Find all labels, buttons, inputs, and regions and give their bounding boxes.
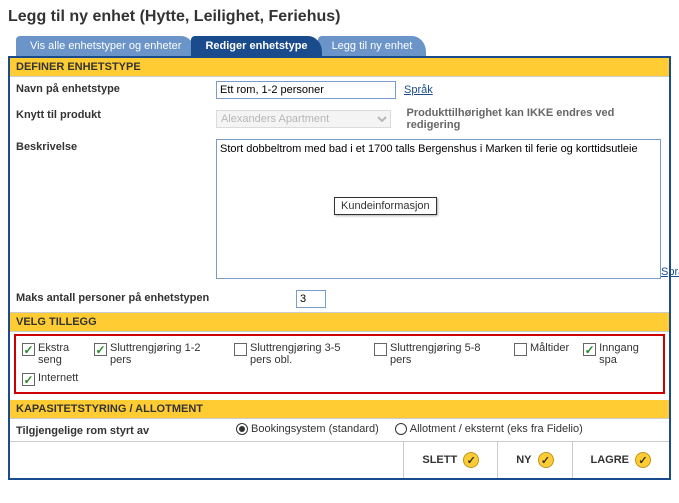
new-button[interactable]: NY ✓ [497,442,571,478]
delete-button[interactable]: SLETT ✓ [403,442,497,478]
description-textarea[interactable] [216,139,661,279]
name-label: Navn på enhetstype [16,81,216,95]
main-panel: DEFINER ENHETSTYPE Navn på enhetstype Sp… [8,56,671,480]
addon-label: Internett [38,372,78,384]
radio-label: Bookingsystem (standard) [251,423,379,435]
section-addons-header: VELG TILLEGG [10,313,669,332]
radio-icon [395,423,407,435]
addon-cleaning-5-8[interactable]: Sluttrengjøring 5-8 pers [374,342,500,366]
addon-checkbox[interactable] [514,343,527,356]
row-description: Beskrivelse Kundeinformasjon Språk [10,135,669,286]
name-language-link[interactable]: Språk [404,84,433,96]
tab-add-unit[interactable]: Legg til ny enhet [318,36,427,56]
radio-booking-system[interactable]: Bookingsystem (standard) [236,423,379,435]
tab-all-units[interactable]: Vis alle enhetstyper og enheter [16,36,195,56]
button-bar: SLETT ✓ NY ✓ LAGRE ✓ [10,441,669,478]
radio-label: Allotment / eksternt (eks fra Fidelio) [410,423,583,435]
tab-bar: Vis alle enhetstyper og enheter Rediger … [16,36,671,56]
addon-cleaning-3-5[interactable]: Sluttrengjøring 3-5 pers obl. [234,342,360,366]
radio-allotment[interactable]: Allotment / eksternt (eks fra Fidelio) [395,423,583,435]
row-capacity: Tilgjengelige rom styrt av Bookingsystem… [10,419,669,441]
addon-checkbox[interactable] [22,373,35,386]
max-persons-input[interactable] [296,290,326,308]
addon-checkbox[interactable] [374,343,387,356]
check-circle-icon: ✓ [635,452,651,468]
section-define-header: DEFINER ENHETSTYPE [10,58,669,77]
product-readonly-note: Produkttilhørighet kan IKKE endres ved r… [407,107,663,131]
max-persons-label: Maks antall personer på enhetstypen [16,290,296,304]
save-button[interactable]: LAGRE ✓ [572,442,670,478]
row-max-persons: Maks antall personer på enhetstypen [10,286,669,313]
addon-label: Måltider [530,342,569,354]
addon-checkbox[interactable] [94,343,107,356]
addon-meals[interactable]: Måltider [514,342,569,366]
section-capacity-header: KAPASITETSTYRING / ALLOTMENT [10,400,669,419]
radio-icon [236,423,248,435]
description-tooltip: Kundeinformasjon [334,197,437,215]
row-product: Knytt til produkt Alexanders Apartment P… [10,103,669,135]
addon-cleaning-1-2[interactable]: Sluttrengjøring 1-2 pers [94,342,220,366]
description-label: Beskrivelse [16,139,216,282]
addon-label: Sluttrengjøring 5-8 pers [390,342,500,366]
product-label: Knytt til produkt [16,107,216,121]
addons-container: Ekstra seng Sluttrengjøring 1-2 pers Slu… [14,334,665,394]
addon-internet[interactable]: Internett [22,372,657,386]
capacity-label: Tilgjengelige rom styrt av [16,423,236,437]
addon-label: Inngang spa [599,342,653,366]
addon-checkbox[interactable] [583,343,596,356]
row-name: Navn på enhetstype Språk [10,77,669,103]
button-label: NY [516,454,531,466]
check-circle-icon: ✓ [538,452,554,468]
button-label: LAGRE [591,454,630,466]
addon-checkbox[interactable] [22,343,35,356]
addon-label: Ekstra seng [38,342,80,366]
product-select: Alexanders Apartment [216,110,391,128]
page-title: Legg til ny enhet (Hytte, Leilighet, Fer… [8,8,671,26]
check-circle-icon: ✓ [463,452,479,468]
addon-spa[interactable]: Inngang spa [583,342,653,366]
addon-checkbox[interactable] [234,343,247,356]
tab-edit-unit-type[interactable]: Rediger enhetstype [191,36,321,56]
addon-label: Sluttrengjøring 3-5 pers obl. [250,342,360,366]
button-label: SLETT [422,454,457,466]
addon-extra-bed[interactable]: Ekstra seng [22,342,80,366]
addon-label: Sluttrengjøring 1-2 pers [110,342,220,366]
description-language-link[interactable]: Språk [661,266,679,278]
name-input[interactable] [216,81,396,99]
